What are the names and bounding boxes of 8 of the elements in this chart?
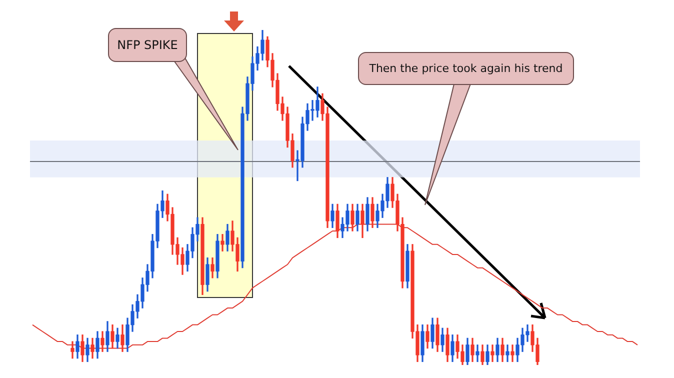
candlestick xyxy=(476,344,480,362)
candlestick xyxy=(506,344,510,362)
candlestick xyxy=(490,344,494,362)
annotation: NFP SPIKE xyxy=(108,28,187,62)
annotation: Then the price took again his trend xyxy=(358,52,574,85)
candlestick xyxy=(220,234,224,252)
candlestick xyxy=(70,341,74,359)
candlestick xyxy=(510,344,514,362)
